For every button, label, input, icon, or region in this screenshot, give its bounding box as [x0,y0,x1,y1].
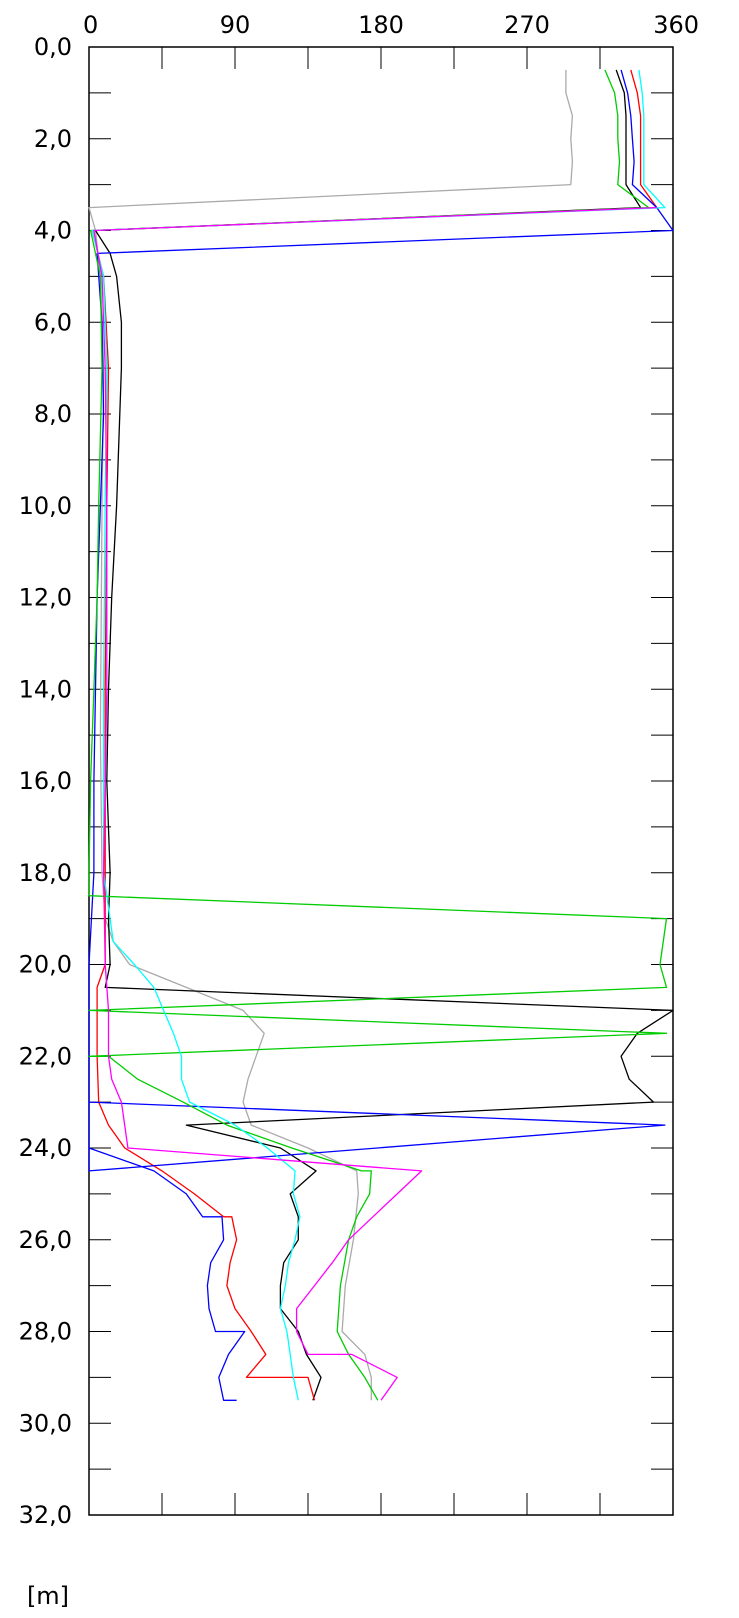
y-tick-label: 28,0 [19,1318,72,1346]
series-line-6 [91,69,666,1401]
x-tick-label: 90 [220,11,251,39]
series-line-3 [91,69,658,1401]
y-tick-label: 4,0 [34,217,72,245]
y-tick-label: 16,0 [19,767,72,795]
series-line-7 [93,206,657,1401]
series-line-4 [88,69,674,1401]
y-tick-label: 12,0 [19,584,72,612]
y-tick-label: 14,0 [19,675,72,703]
x-tick-label: 360 [653,11,699,39]
y-tick-label: 10,0 [19,492,72,520]
y-tick-label: 30,0 [19,1409,72,1437]
y-tick-label: 6,0 [34,308,72,336]
y-tick-label: 20,0 [19,951,72,979]
y-unit-label: [m] [27,1582,69,1610]
y-tick-label: 18,0 [19,859,72,887]
y-tick-label: 26,0 [19,1226,72,1254]
plot-frame [88,46,674,1516]
y-tick-label: 22,0 [19,1042,72,1070]
y-tick-label: 8,0 [34,400,72,428]
y-tick-label: 0,0 [34,33,72,61]
tick-labels: 0 90 180 270 360 0,0 2,0 4,0 6,0 8,0 10,0 12,0 14,0 1… [19,11,699,1529]
series-line-1 [88,69,574,1401]
y-tick-label: 32,0 [19,1501,72,1529]
series-group [88,69,674,1401]
x-tick-label: 180 [358,11,404,39]
x-tick-label: 270 [504,11,550,39]
y-tick-label: 2,0 [34,125,72,153]
x-tick-label: 0 [83,11,98,39]
y-tick-label: 24,0 [19,1134,72,1162]
